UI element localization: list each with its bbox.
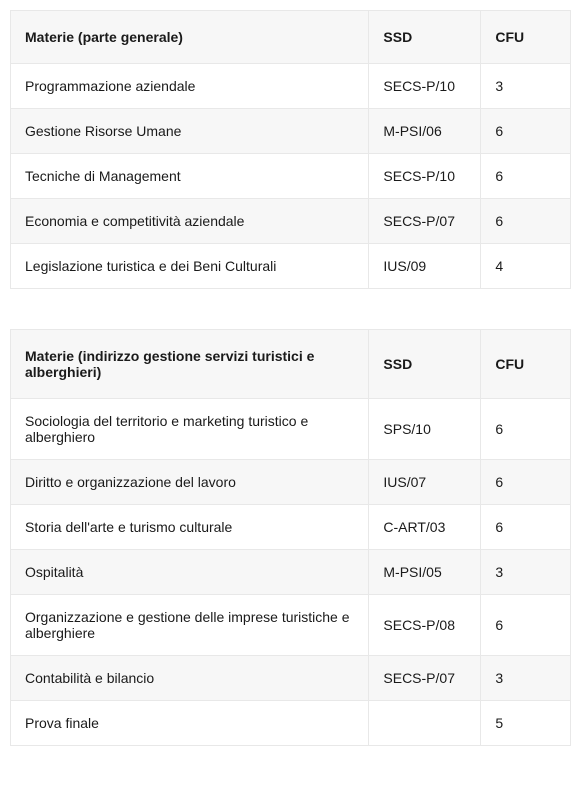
table-container: Materie (indirizzo gestione servizi turi… [10,329,571,746]
table-header-cell: Materie (parte generale) [11,11,369,64]
table-row: Gestione Risorse UmaneM-PSI/066 [11,109,571,154]
table-cell: 6 [481,595,571,656]
table-cell: SECS-P/08 [369,595,481,656]
table-cell: SECS-P/07 [369,656,481,701]
table-row: Organizzazione e gestione delle imprese … [11,595,571,656]
table-cell: SECS-P/10 [369,154,481,199]
data-table: Materie (parte generale)SSDCFUProgrammaz… [10,10,571,289]
table-cell: 6 [481,154,571,199]
table-row: Storia dell'arte e turismo culturaleC-AR… [11,505,571,550]
table-row: Contabilità e bilancioSECS-P/073 [11,656,571,701]
table-cell: M-PSI/05 [369,550,481,595]
table-cell: 6 [481,460,571,505]
table-cell: Programmazione aziendale [11,64,369,109]
table-header-cell: SSD [369,330,481,399]
table-cell: Organizzazione e gestione delle imprese … [11,595,369,656]
table-cell: SPS/10 [369,399,481,460]
table-cell: Contabilità e bilancio [11,656,369,701]
table-cell: IUS/07 [369,460,481,505]
table-header-cell: SSD [369,11,481,64]
table-cell: 3 [481,550,571,595]
table-row: Legislazione turistica e dei Beni Cultur… [11,244,571,289]
table-container: Materie (parte generale)SSDCFUProgrammaz… [10,10,571,289]
table-cell: 4 [481,244,571,289]
table-header-cell: CFU [481,11,571,64]
table-cell: M-PSI/06 [369,109,481,154]
table-cell: Gestione Risorse Umane [11,109,369,154]
table-cell: Legislazione turistica e dei Beni Cultur… [11,244,369,289]
table-cell: Sociologia del territorio e marketing tu… [11,399,369,460]
table-cell: 3 [481,656,571,701]
table-cell: 6 [481,505,571,550]
table-header-row: Materie (indirizzo gestione servizi turi… [11,330,571,399]
table-header-row: Materie (parte generale)SSDCFU [11,11,571,64]
table-cell: C-ART/03 [369,505,481,550]
table-cell: Diritto e organizzazione del lavoro [11,460,369,505]
table-row: Prova finale 5 [11,701,571,746]
table-row: Sociologia del territorio e marketing tu… [11,399,571,460]
table-cell: Prova finale [11,701,369,746]
table-cell: 6 [481,399,571,460]
table-header-cell: CFU [481,330,571,399]
table-row: Diritto e organizzazione del lavoroIUS/0… [11,460,571,505]
table-cell: Tecniche di Management [11,154,369,199]
table-row: Programmazione aziendaleSECS-P/103 [11,64,571,109]
table-cell: Ospitalità [11,550,369,595]
table-cell: 6 [481,199,571,244]
table-cell: SECS-P/10 [369,64,481,109]
table-cell: 6 [481,109,571,154]
table-cell: SECS-P/07 [369,199,481,244]
table-cell: 3 [481,64,571,109]
table-header-cell: Materie (indirizzo gestione servizi turi… [11,330,369,399]
table-cell: Economia e competitività aziendale [11,199,369,244]
table-cell [369,701,481,746]
table-row: OspitalitàM-PSI/053 [11,550,571,595]
data-table: Materie (indirizzo gestione servizi turi… [10,329,571,746]
table-cell: 5 [481,701,571,746]
table-cell: IUS/09 [369,244,481,289]
table-row: Tecniche di ManagementSECS-P/106 [11,154,571,199]
table-row: Economia e competitività aziendaleSECS-P… [11,199,571,244]
table-cell: Storia dell'arte e turismo culturale [11,505,369,550]
